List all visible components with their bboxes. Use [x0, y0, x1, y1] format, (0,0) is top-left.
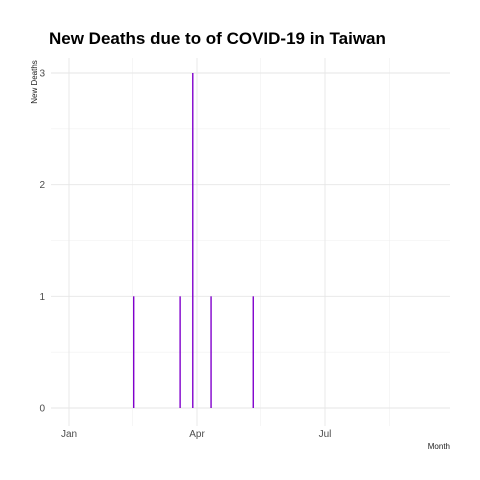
y-axis-title: New Deaths — [30, 60, 39, 104]
bar — [133, 296, 135, 408]
x-tick-label: Apr — [189, 429, 205, 440]
bars — [133, 73, 254, 408]
y-tick-label: 2 — [39, 180, 45, 191]
bar — [179, 296, 181, 408]
x-tick-label: Jul — [319, 429, 332, 440]
chart-title: New Deaths due to of COVID-19 in Taiwan — [49, 29, 386, 48]
y-tick-labels: 0 1 2 3 — [39, 69, 45, 415]
x-tick-labels: Jan Apr Jul — [61, 429, 331, 440]
x-tick-label: Jan — [61, 429, 77, 440]
y-tick-label: 3 — [39, 69, 45, 80]
x-axis-title: Month — [428, 442, 450, 451]
bar — [210, 296, 212, 408]
y-tick-label: 0 — [39, 404, 45, 415]
grid — [51, 58, 450, 426]
bar — [192, 73, 194, 408]
bar — [252, 296, 254, 408]
y-tick-label: 1 — [39, 292, 45, 303]
